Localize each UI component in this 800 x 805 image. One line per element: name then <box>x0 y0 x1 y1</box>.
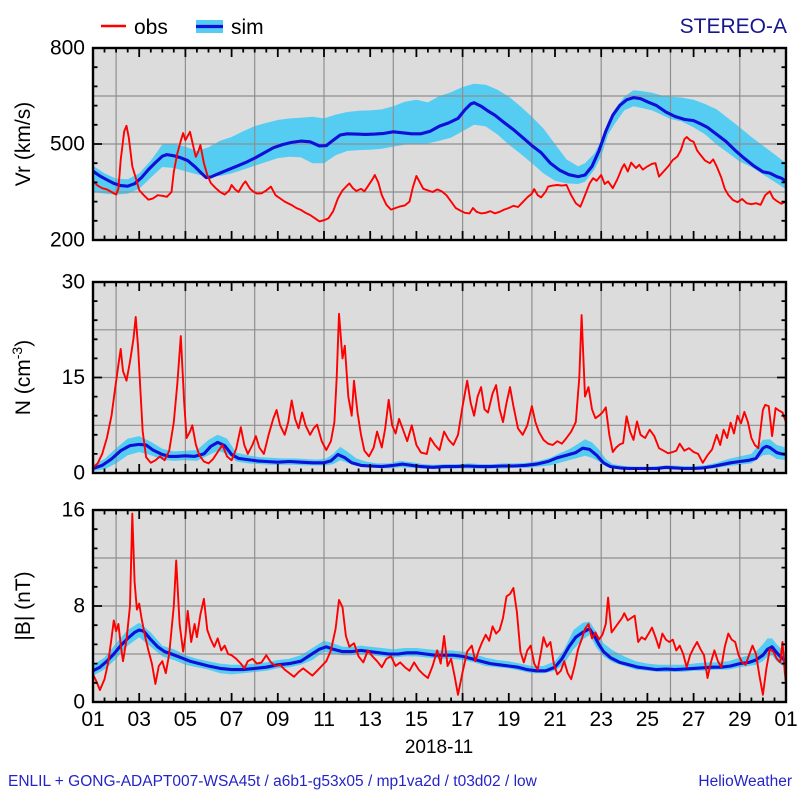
xtick-label: 25 <box>636 708 659 731</box>
vr-sim-uncertainty-band <box>93 83 786 195</box>
b-ytick-label: 0 <box>73 691 85 714</box>
xtick-label: 17 <box>451 708 474 731</box>
xtick-label: 27 <box>682 708 705 731</box>
x-axis-title: 2018-11 <box>405 737 473 758</box>
b-y-axis-title: |B| (nT) <box>12 571 35 640</box>
vr-ytick-label: 500 <box>50 133 85 156</box>
xtick-label: 23 <box>590 708 613 731</box>
xtick-label: 19 <box>497 708 520 731</box>
n-ytick-label: 0 <box>73 462 85 485</box>
b-obs-line <box>93 512 786 696</box>
chart-panels: 200 500 800 Vr (km/s) 0 15 30 N (cm-3) 0 8 16 |B| (… <box>9 37 798 732</box>
vr-ytick-label: 200 <box>50 229 85 252</box>
xtick-label: 07 <box>220 708 243 731</box>
legend: obs sim <box>101 16 264 39</box>
n-ytick-label: 30 <box>62 271 85 294</box>
b-ytick-label: 16 <box>62 499 85 522</box>
xtick-label: 05 <box>174 708 197 731</box>
xtick-label: 01 <box>774 708 797 731</box>
xtick-label: 21 <box>543 708 566 731</box>
b-ytick-label: 8 <box>73 595 85 618</box>
b-sim-uncertainty-band <box>93 621 786 676</box>
page-title: STEREO-A <box>680 15 787 38</box>
xtick-label: 03 <box>128 708 151 731</box>
n-obs-line <box>93 312 786 469</box>
xtick-label: 09 <box>266 708 289 731</box>
footer-model-string: ENLIL + GONG-ADAPT007-WSA45t / a6b1-g53x… <box>8 773 538 790</box>
vr-y-axis-title: Vr (km/s) <box>12 102 35 186</box>
xtick-label: 29 <box>728 708 751 731</box>
n-ytick-label: 15 <box>62 366 85 389</box>
vr-axis-ticks <box>92 47 787 241</box>
vr-obs-line <box>93 124 786 223</box>
xtick-label: 13 <box>359 708 382 731</box>
footer-brand: HelioWeather <box>698 773 792 790</box>
n-axis-ticks <box>92 281 787 474</box>
b-axis-ticks <box>92 509 787 703</box>
legend-obs-label: obs <box>134 16 168 39</box>
vr-sim-line <box>93 96 786 188</box>
vr-ytick-label: 800 <box>50 37 85 60</box>
b-sim-line <box>93 627 786 673</box>
xtick-label: 11 <box>313 708 335 731</box>
n-y-axis-title: N (cm-3) <box>9 340 35 415</box>
panel-vr: 200 500 800 Vr (km/s) <box>12 37 788 252</box>
panel-b: 0 8 16 |B| (nT) <box>12 499 788 714</box>
xtick-label: 15 <box>405 708 428 731</box>
xtick-label: 01 <box>81 708 104 731</box>
panel-n: 0 15 30 N (cm-3) <box>9 271 788 485</box>
legend-sim-label: sim <box>231 16 264 39</box>
